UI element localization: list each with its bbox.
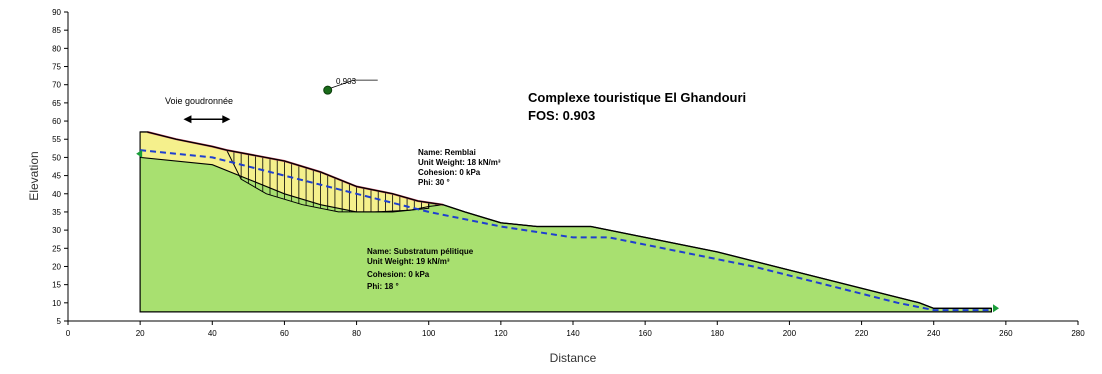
y-tick-label: 55 (52, 135, 61, 144)
x-tick-label: 80 (352, 329, 361, 338)
y-tick-label: 50 (52, 153, 61, 162)
slice-lines (226, 149, 444, 213)
right-boundary-marker (993, 304, 1000, 313)
y-tick-label: 40 (52, 190, 61, 199)
y-tick-label: 15 (52, 281, 61, 290)
y-tick-label: 30 (52, 226, 61, 235)
y-tick-label: 85 (52, 26, 61, 35)
x-tick-label: 20 (136, 329, 145, 338)
x-tick-label: 140 (566, 329, 580, 338)
y-tick-label: 90 (52, 8, 61, 17)
slip-center-point (323, 85, 333, 95)
left-boundary-marker (136, 149, 143, 158)
y-tick-label: 80 (52, 44, 61, 53)
x-tick-label: 220 (855, 329, 869, 338)
y-tick-label: 10 (52, 299, 61, 308)
y-tick-label: 65 (52, 99, 61, 108)
ground-outline (140, 131, 992, 309)
x-tick-label: 240 (927, 329, 941, 338)
substratum-name: Name: Substratum pélitique (367, 247, 474, 256)
y-tick-label: 35 (52, 208, 61, 217)
x-tick-label: 100 (422, 329, 436, 338)
remblai-phi: Phi: 30 ° (418, 178, 450, 187)
y-tick-label: 45 (52, 172, 61, 181)
ground-surface-line (136, 131, 1000, 313)
x-tick-label: 200 (783, 329, 797, 338)
slip-center-leader (330, 79, 354, 89)
remblai-unit-weight: Unit Weight: 18 kN/m³ (418, 158, 501, 167)
x-tick-label: 280 (1071, 329, 1085, 338)
remblai-properties: Name: Remblai Unit Weight: 18 kN/m³ Cohe… (418, 148, 501, 187)
remblai-name: Name: Remblai (418, 148, 476, 157)
x-tick-label: 160 (638, 329, 652, 338)
y-tick-label: 70 (52, 81, 61, 90)
figure-title: Complexe touristique El Ghandouri (528, 90, 746, 105)
x-tick-label: 180 (711, 329, 725, 338)
axes: 0 20 40 60 80 100 120 140 160 180 200 220 240 260 280 5… (52, 8, 1085, 338)
water-table-line (139, 149, 992, 312)
substratum-properties: Name: Substratum pélitique Unit Weight: … (367, 247, 474, 291)
road-arrow-left-head (183, 115, 192, 124)
y-tick-label: 20 (52, 262, 61, 271)
annotations (183, 79, 378, 124)
y-axis-label: Elevation (27, 151, 41, 200)
fos-label: FOS: 0.903 (528, 108, 595, 123)
road-label: Voie goudronnée (165, 96, 233, 106)
x-tick-label: 120 (494, 329, 508, 338)
x-tick-label: 40 (208, 329, 217, 338)
slip-center-label: 0.903 (336, 77, 357, 86)
y-tick-label: 75 (52, 63, 61, 72)
y-tick-label: 5 (57, 317, 62, 326)
substratum-phi: Phi: 18 ° (367, 282, 399, 291)
remblai-cohesion: Cohesion: 0 kPa (418, 168, 481, 177)
x-tick-label: 260 (999, 329, 1013, 338)
water-table-polyline (139, 149, 992, 312)
road-arrow-right-head (222, 115, 231, 124)
substratum-unit-weight: Unit Weight: 19 kN/m³ (367, 257, 450, 266)
x-tick-label: 0 (66, 329, 71, 338)
y-tick-label: 60 (52, 117, 61, 126)
substratum-cohesion: Cohesion: 0 kPa (367, 270, 430, 279)
x-tick-label: 60 (280, 329, 289, 338)
y-tick-label: 25 (52, 244, 61, 253)
x-axis-label: Distance (550, 351, 597, 365)
slip-base-line (226, 149, 444, 213)
